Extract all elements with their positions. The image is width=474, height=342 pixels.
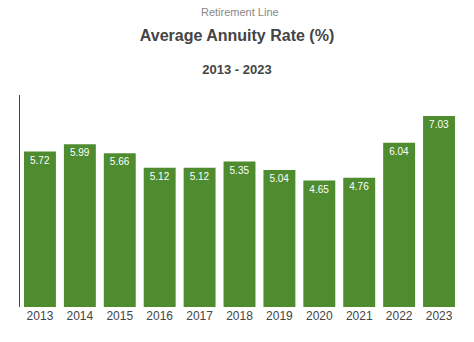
svg-text:2018: 2018: [226, 309, 253, 323]
svg-text:2022: 2022: [386, 309, 413, 323]
svg-text:2020: 2020: [306, 309, 333, 323]
svg-text:5.12: 5.12: [150, 171, 170, 182]
svg-text:5.66: 5.66: [110, 156, 130, 167]
svg-text:5.04: 5.04: [269, 173, 289, 184]
svg-text:2021: 2021: [346, 309, 373, 323]
svg-text:5.72: 5.72: [30, 155, 50, 166]
svg-text:6.04: 6.04: [389, 146, 409, 157]
svg-text:2013 - 2023: 2013 - 2023: [202, 62, 271, 77]
svg-text:2014: 2014: [67, 309, 94, 323]
svg-text:2016: 2016: [146, 309, 173, 323]
svg-text:5.35: 5.35: [230, 165, 250, 176]
svg-text:2023: 2023: [426, 309, 453, 323]
svg-text:4.65: 4.65: [309, 184, 329, 195]
svg-text:5.12: 5.12: [190, 171, 210, 182]
svg-text:Retirement Line: Retirement Line: [201, 6, 279, 18]
svg-text:2013: 2013: [27, 309, 54, 323]
svg-text:2015: 2015: [106, 309, 133, 323]
svg-text:2017: 2017: [186, 309, 213, 323]
svg-text:7.03: 7.03: [429, 119, 449, 130]
svg-text:4.76: 4.76: [349, 181, 369, 192]
svg-text:5.99: 5.99: [70, 147, 90, 158]
svg-text:Average Annuity Rate (%): Average Annuity Rate (%): [140, 27, 334, 44]
svg-text:2019: 2019: [266, 309, 293, 323]
